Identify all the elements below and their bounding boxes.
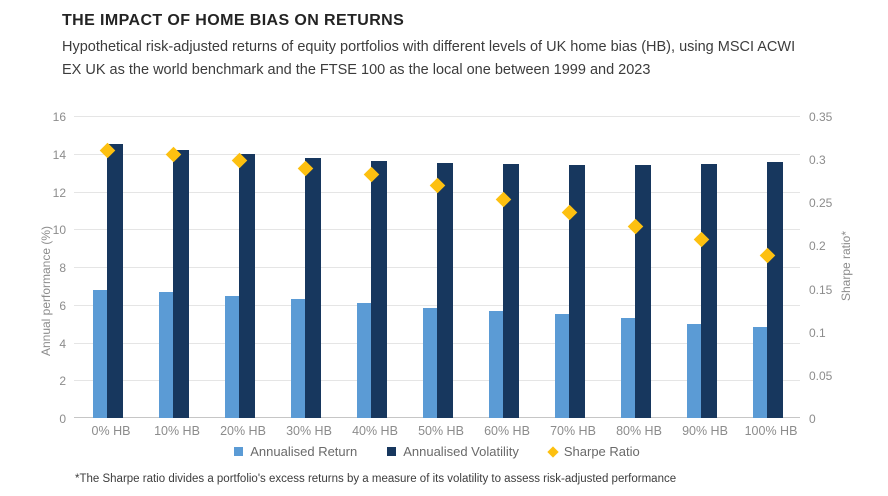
annualised-return-bar xyxy=(555,314,569,418)
x-axis-category-label: 60% HB xyxy=(484,424,530,438)
left-axis-tick: 16 xyxy=(52,110,66,124)
right-axis-title: Sharpe ratio* xyxy=(839,230,853,302)
right-axis-tick: 0.1 xyxy=(809,325,826,340)
left-axis-tick: 6 xyxy=(59,298,66,313)
right-axis-tick: 0.35 xyxy=(809,110,833,124)
legend-square-swatch xyxy=(234,447,244,456)
left-axis-tick: 12 xyxy=(52,185,66,200)
right-axis-tick: 0.3 xyxy=(809,153,826,168)
left-axis-tick: 0 xyxy=(59,412,66,426)
annualised-return-bar xyxy=(423,307,437,418)
annualised-volatility-bar xyxy=(635,165,651,418)
legend: Annualised Return Annualised Volatility Sh… xyxy=(74,444,800,459)
x-axis-category-label: 50% HB xyxy=(418,424,464,438)
legend-label: Annualised Return xyxy=(250,444,358,459)
left-axis-tick: 14 xyxy=(52,147,66,162)
annualised-volatility-bar xyxy=(569,165,585,418)
annualised-volatility-bar xyxy=(701,164,717,418)
annualised-return-bar xyxy=(159,292,173,418)
annualised-volatility-bar xyxy=(305,157,321,418)
annualised-volatility-bar xyxy=(437,163,453,418)
right-axis-tick: 0.2 xyxy=(809,239,826,254)
annualised-volatility-bar xyxy=(371,161,387,418)
gridline xyxy=(74,116,800,117)
x-axis-category-label: 0% HB xyxy=(91,424,131,438)
x-axis-category-label: 80% HB xyxy=(616,424,662,438)
annualised-return-bar xyxy=(357,302,371,418)
annualised-return-bar xyxy=(489,311,503,418)
left-axis-tick: 2 xyxy=(59,374,66,389)
x-axis-category-label: 10% HB xyxy=(154,424,200,438)
left-axis-tick: 10 xyxy=(52,223,66,238)
annualised-volatility-bar xyxy=(107,144,123,418)
annualised-volatility-bar xyxy=(503,164,519,418)
legend-item: Sharpe Ratio xyxy=(547,444,640,459)
annualised-volatility-bar xyxy=(173,149,189,418)
plot-area xyxy=(74,116,800,418)
legend-label: Sharpe Ratio xyxy=(563,444,640,459)
annualised-return-bar xyxy=(687,323,701,418)
x-axis-category-label: 70% HB xyxy=(550,424,596,438)
right-axis-tick: 0.05 xyxy=(809,368,833,383)
gridline xyxy=(74,153,800,155)
x-axis-category-label: 40% HB xyxy=(352,424,398,438)
x-axis-category-label: 20% HB xyxy=(220,424,266,438)
chart-title: THE IMPACT OF HOME BIAS ON RETURNS xyxy=(62,12,405,29)
right-axis-tick: 0 xyxy=(809,412,816,426)
annualised-return-bar xyxy=(621,317,635,418)
legend-diamond-swatch xyxy=(547,445,559,458)
left-axis-tick: 8 xyxy=(59,261,66,275)
left-axis-tick: 4 xyxy=(59,336,66,351)
chart-subtitle: Hypothetical risk-adjusted returns of eq… xyxy=(62,39,796,78)
x-axis-category-label: 30% HB xyxy=(286,424,332,438)
annualised-volatility-bar xyxy=(767,162,783,418)
annualised-return-bar xyxy=(93,289,107,418)
x-axis-category-label: 100% HB xyxy=(744,424,798,438)
legend-item: Annualised Volatility xyxy=(387,444,519,459)
annualised-volatility-bar xyxy=(239,153,255,418)
footnote: *The Sharpe ratio divides a portfolio's … xyxy=(75,473,677,485)
legend-square-swatch xyxy=(387,447,397,456)
legend-item: Annualised Return xyxy=(234,444,357,459)
right-axis-tick: 0.25 xyxy=(809,196,833,211)
right-axis-tick: 0.15 xyxy=(809,282,833,297)
annualised-return-bar xyxy=(225,296,239,418)
x-axis-category-label: 90% HB xyxy=(682,424,728,438)
legend-label: Annualised Volatility xyxy=(403,444,519,459)
annualised-return-bar xyxy=(291,299,305,418)
annualised-return-bar xyxy=(753,327,767,418)
